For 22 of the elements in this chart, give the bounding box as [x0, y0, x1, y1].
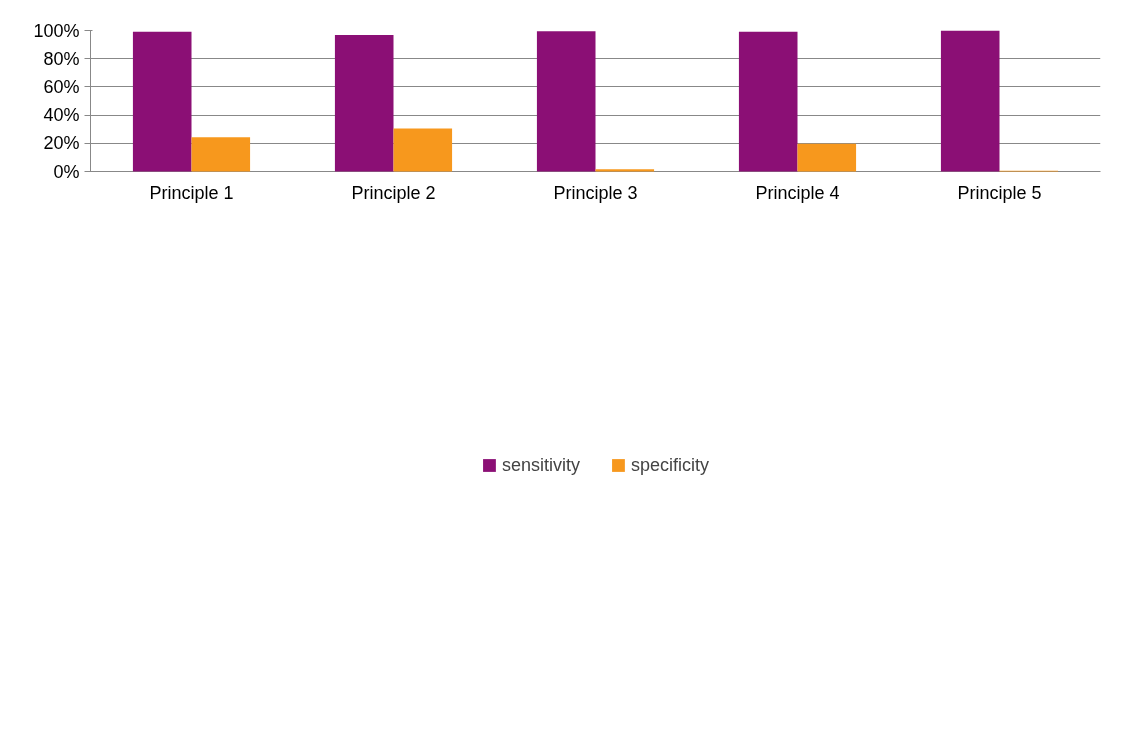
y-tick-label: 100%	[33, 20, 80, 41]
x-tick-label: Principle 2	[351, 182, 436, 203]
bar	[536, 31, 596, 172]
bar	[595, 169, 655, 172]
bar	[940, 30, 1000, 172]
x-tick-label: Principle 3	[553, 182, 638, 203]
y-tick-label: 60%	[43, 76, 80, 97]
bar	[393, 128, 453, 172]
x-tick-label: Principle 5	[957, 182, 1042, 203]
bar	[132, 31, 192, 172]
y-tick-label: 20%	[43, 133, 80, 154]
bar	[797, 143, 857, 172]
x-tick-label: Principle 1	[149, 182, 234, 203]
legend-label: sensitivity	[501, 454, 580, 476]
y-tick-label: 0%	[53, 161, 80, 182]
bar	[738, 31, 798, 172]
legend-label: specificity	[631, 454, 710, 476]
y-tick-label: 80%	[43, 48, 80, 69]
x-tick-label: Principle 4	[755, 182, 840, 203]
bar	[191, 137, 251, 172]
bar	[334, 35, 394, 172]
y-tick-label: 40%	[43, 105, 80, 126]
